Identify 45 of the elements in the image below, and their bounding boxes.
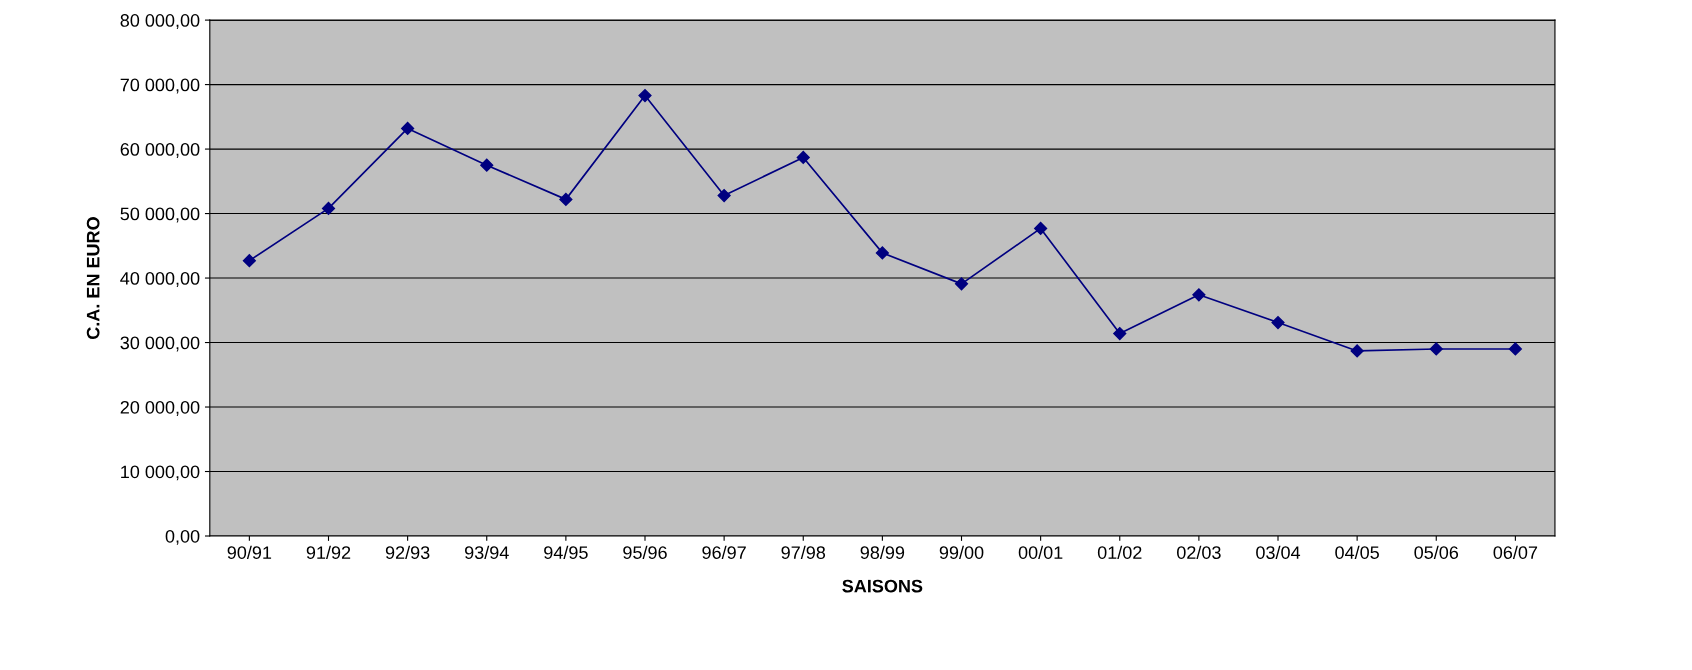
x-tick-label: 90/91: [227, 545, 272, 559]
y-tick-label: 60 000,00: [120, 143, 200, 158]
point: [1508, 342, 1522, 356]
point: [1271, 315, 1285, 330]
x-axis-title: SAISONS: [842, 579, 923, 593]
y-tick-label: 0,00: [165, 529, 200, 545]
point: [1113, 326, 1127, 341]
point: [717, 188, 731, 203]
x-tick-label: 04/05: [1335, 545, 1379, 559]
x-tick-label: 95/96: [623, 545, 667, 559]
y-tick-label: 30 000,00: [120, 336, 200, 352]
point: [321, 201, 336, 215]
x-tick-label: 01/02: [1097, 545, 1142, 559]
x-tick-label: 91/92: [306, 545, 351, 559]
y-tick-label: 70 000,00: [120, 78, 200, 94]
x-tick-label: 96/97: [702, 545, 746, 559]
y-axis-title: C.A. EN EURO: [86, 217, 100, 339]
x-tick-label: 92/93: [385, 545, 430, 559]
x-tick-label: 94/95: [544, 545, 588, 559]
x-tick-label: 05/06: [1414, 545, 1459, 559]
point: [401, 121, 415, 136]
x-tick-label: 06/07: [1493, 545, 1538, 559]
point: [1192, 288, 1206, 302]
point: [242, 254, 256, 268]
point: [1429, 342, 1443, 356]
y-tick-label: 20 000,00: [120, 400, 200, 416]
y-tick-label: 50 000,00: [120, 207, 200, 223]
point: [559, 192, 573, 206]
y-tick-label: 80 000,00: [120, 14, 200, 29]
x-tick-label: 02/03: [1177, 545, 1221, 559]
point: [638, 88, 652, 103]
x-tick-label: 97/98: [781, 545, 826, 559]
point: [796, 150, 810, 165]
x-tick-label: 00/01: [1018, 545, 1063, 559]
point: [1034, 221, 1048, 235]
y-tick-label: 10 000,00: [121, 465, 200, 481]
point: [954, 277, 969, 291]
x-tick-label: 93/94: [465, 545, 509, 559]
point: [1350, 344, 1364, 358]
x-tick-label: 99/00: [939, 545, 984, 559]
x-tick-label: 98/99: [860, 545, 905, 559]
y-tick-label: 40 000,00: [120, 271, 200, 287]
x-tick-label: 03/04: [1256, 545, 1301, 559]
point: [875, 246, 889, 260]
point: [480, 158, 494, 172]
